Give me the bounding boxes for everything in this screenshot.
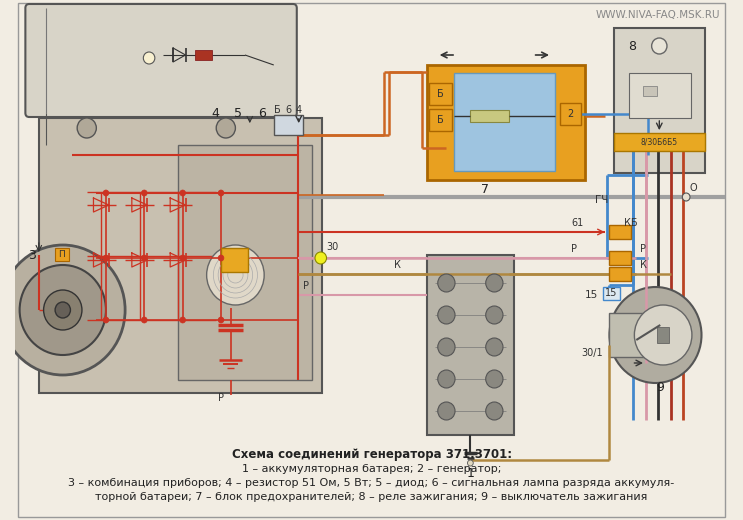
Bar — [609, 313, 648, 357]
Circle shape — [103, 190, 108, 196]
Text: 9: 9 — [656, 381, 664, 394]
Text: 3: 3 — [28, 249, 36, 262]
Text: Схема соединений генератора 371.3701:: Схема соединений генератора 371.3701: — [232, 448, 512, 461]
Text: КБ: КБ — [624, 218, 637, 228]
Text: 1 – аккумуляторная батарея; 2 – генератор;: 1 – аккумуляторная батарея; 2 – генерато… — [242, 464, 502, 474]
Text: О: О — [689, 183, 697, 193]
FancyBboxPatch shape — [25, 4, 296, 117]
Text: 6: 6 — [259, 107, 266, 120]
Bar — [609, 225, 631, 239]
Circle shape — [486, 338, 503, 356]
Bar — [470, 110, 509, 122]
Text: 30: 30 — [326, 242, 339, 252]
Circle shape — [141, 190, 147, 196]
Text: К: К — [640, 260, 647, 270]
Circle shape — [438, 274, 455, 292]
Text: WWW.NIVA-FAQ.MSK.RU: WWW.NIVA-FAQ.MSK.RU — [595, 10, 720, 20]
Bar — [559, 103, 581, 125]
Circle shape — [77, 118, 97, 138]
Text: Б: Б — [438, 115, 444, 125]
Circle shape — [486, 274, 503, 292]
Bar — [178, 145, 312, 380]
Circle shape — [216, 118, 236, 138]
Text: 1: 1 — [467, 466, 474, 479]
Circle shape — [218, 317, 224, 323]
Circle shape — [141, 317, 147, 323]
Circle shape — [315, 252, 326, 264]
Text: Р: Р — [302, 281, 308, 291]
Circle shape — [438, 370, 455, 388]
Bar — [273, 115, 302, 135]
Bar — [609, 267, 631, 281]
Circle shape — [141, 255, 147, 261]
Bar — [629, 73, 691, 118]
Circle shape — [103, 317, 108, 323]
Text: Р: Р — [640, 244, 646, 254]
Circle shape — [207, 245, 265, 305]
Bar — [454, 73, 555, 171]
Circle shape — [609, 287, 701, 383]
Bar — [39, 118, 322, 393]
Text: 15: 15 — [585, 290, 598, 300]
Bar — [603, 287, 620, 300]
Text: торной батареи; 7 – блок предохранителей; 8 – реле зажигания; 9 – выключатель за: торной батареи; 7 – блок предохранителей… — [95, 492, 648, 502]
Circle shape — [143, 52, 155, 64]
Text: 8: 8 — [629, 40, 637, 53]
Circle shape — [180, 255, 186, 261]
Bar — [55, 248, 70, 261]
Bar — [427, 255, 513, 435]
Text: 4: 4 — [296, 105, 302, 115]
Circle shape — [652, 38, 667, 54]
Bar — [427, 65, 585, 180]
Circle shape — [635, 305, 692, 365]
Circle shape — [55, 302, 71, 318]
Bar — [195, 50, 212, 60]
Bar — [429, 83, 452, 105]
Circle shape — [19, 265, 106, 355]
Text: П: П — [59, 250, 65, 258]
Text: 4: 4 — [211, 107, 219, 120]
Text: 61: 61 — [571, 218, 583, 228]
Circle shape — [682, 193, 690, 201]
Text: ГЧ: ГЧ — [595, 195, 609, 205]
Text: 15: 15 — [605, 288, 617, 298]
Circle shape — [438, 338, 455, 356]
Circle shape — [438, 402, 455, 420]
Bar — [429, 109, 452, 131]
Bar — [609, 251, 631, 265]
Text: 8/З0Б6Б5: 8/З0Б6Б5 — [640, 137, 678, 147]
Circle shape — [218, 255, 224, 261]
Bar — [643, 86, 658, 96]
Circle shape — [486, 306, 503, 324]
Bar — [658, 327, 669, 343]
Text: Б: Б — [438, 89, 444, 99]
Circle shape — [486, 402, 503, 420]
Text: 2: 2 — [567, 109, 574, 119]
Circle shape — [486, 370, 503, 388]
Bar — [614, 133, 705, 151]
Circle shape — [180, 317, 186, 323]
Circle shape — [180, 190, 186, 196]
Circle shape — [1, 245, 125, 375]
Text: 6: 6 — [285, 105, 291, 115]
Text: К: К — [394, 260, 400, 270]
Text: Р: Р — [571, 244, 577, 254]
Text: 30/1: 30/1 — [581, 348, 603, 358]
Text: 7: 7 — [481, 183, 489, 196]
Bar — [614, 28, 705, 173]
Text: Б: Б — [273, 105, 281, 115]
Text: 5: 5 — [234, 107, 242, 120]
Circle shape — [467, 460, 473, 466]
Text: P: P — [218, 393, 224, 403]
Text: 3 – комбинация приборов; 4 – резистор 51 Ом, 5 Вт; 5 – диод; 6 – сигнальная ламп: 3 – комбинация приборов; 4 – резистор 51… — [68, 478, 675, 488]
Bar — [221, 248, 248, 272]
Circle shape — [44, 290, 82, 330]
Circle shape — [103, 255, 108, 261]
Circle shape — [438, 306, 455, 324]
Circle shape — [218, 190, 224, 196]
